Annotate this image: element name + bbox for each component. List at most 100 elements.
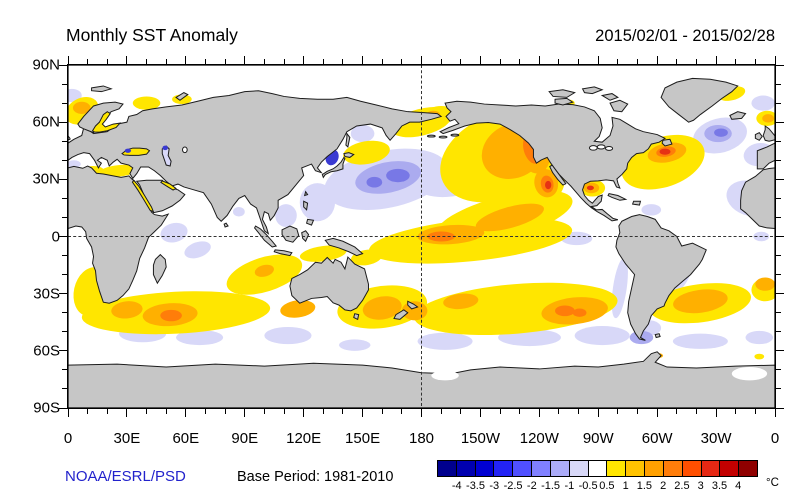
colorbar-boundary-label: 1.5	[636, 480, 653, 492]
ross-sea-notch	[431, 370, 459, 381]
colorbar-boundary-label: 0.5	[599, 480, 615, 492]
lon-major-tick	[185, 56, 187, 64]
colorbar-boundary-label: -1	[564, 480, 575, 492]
lon-axis-label: 120E	[286, 430, 322, 447]
lon-minor-tick	[440, 409, 442, 414]
lon-axis-label: 90W	[582, 430, 614, 447]
red-sea	[132, 180, 153, 211]
lon-major-tick	[303, 409, 305, 417]
lon-major-tick	[421, 409, 422, 417]
lon-major-tick	[774, 56, 776, 64]
lon-axis-label: 0	[770, 430, 780, 447]
lon-major-tick	[244, 409, 246, 417]
colorbar-boundary-label: 4	[735, 480, 742, 492]
lon-minor-tick	[519, 409, 521, 414]
lon-minor-tick	[754, 409, 756, 414]
island-sakhalin	[346, 134, 350, 147]
lon-minor-tick	[637, 409, 639, 414]
aleutian-islet-3	[451, 134, 459, 136]
landmass-africa	[68, 166, 168, 303]
lon-axis-label: 150W	[460, 430, 500, 447]
lon-minor-tick	[558, 409, 560, 414]
weddell-sea-notch	[731, 367, 768, 381]
lat-minor-tick	[776, 255, 781, 257]
lat-major-tick	[59, 121, 67, 123]
lat-axis-label: 60S	[33, 342, 60, 360]
arctic-island-1	[549, 90, 575, 98]
inland-seas	[93, 112, 768, 381]
island-hokkaido	[344, 153, 354, 158]
lon-minor-tick	[381, 59, 383, 64]
island-iceland	[730, 112, 746, 120]
lat-major-tick	[776, 350, 784, 352]
credit-label: NOAA/ESRL/PSD	[65, 468, 186, 485]
landmass-north-america	[440, 101, 665, 221]
lon-minor-tick	[676, 59, 678, 64]
lon-major-tick	[656, 409, 658, 417]
lon-minor-tick	[617, 59, 619, 64]
lat-axis-label: 60N	[32, 113, 60, 131]
lon-major-tick	[479, 56, 481, 64]
lon-axis-label: 120W	[519, 430, 559, 447]
lat-minor-tick	[62, 197, 67, 199]
island-baffin	[610, 100, 628, 111]
colorbar-boundary-label: 2	[660, 480, 667, 492]
lon-minor-tick	[695, 59, 697, 64]
date-range-label: 2015/02/01 - 2015/02/28	[595, 27, 775, 45]
island-sumatra	[255, 226, 277, 247]
lon-major-tick	[656, 56, 658, 64]
colorbar-cell	[549, 461, 569, 476]
lon-major-tick	[362, 409, 364, 417]
lat-major-tick	[776, 64, 784, 66]
lon-minor-tick	[322, 409, 324, 414]
lon-major-tick	[303, 56, 305, 64]
colorbar-cell	[719, 461, 739, 476]
lat-minor-tick	[776, 159, 781, 161]
lon-minor-tick	[578, 59, 580, 64]
lon-minor-tick	[283, 59, 285, 64]
lon-major-tick	[715, 56, 717, 64]
lon-minor-tick	[322, 59, 324, 64]
lat-minor-tick	[62, 255, 67, 257]
lon-minor-tick	[440, 59, 442, 64]
lon-minor-tick	[754, 59, 756, 64]
lon-major-tick	[538, 409, 540, 417]
lat-major-tick	[776, 293, 784, 295]
island-taiwan	[305, 192, 308, 196]
lon-minor-tick	[460, 409, 462, 414]
colorbar-cell	[568, 461, 588, 476]
colorbar-cell	[512, 461, 532, 476]
lon-minor-tick	[263, 409, 265, 414]
aleutian-islet-2	[439, 136, 447, 138]
island-java	[274, 250, 292, 256]
colorbar-cell	[438, 461, 456, 476]
lat-minor-tick	[776, 216, 781, 218]
lat-axis-label: 30S	[33, 285, 60, 303]
island-tasmania	[354, 314, 359, 320]
map-plot-area	[67, 64, 776, 409]
landmass-greenland	[661, 78, 738, 122]
lat-major-tick	[59, 64, 67, 66]
colorbar-boundary-label: -3.5	[466, 480, 485, 492]
island-honshu-japan	[322, 157, 345, 177]
lon-minor-tick	[735, 59, 737, 64]
great-lake-1	[589, 146, 597, 151]
lon-minor-tick	[204, 409, 206, 414]
colorbar-cell	[606, 461, 626, 476]
island-hispaniola	[633, 201, 641, 205]
persian-gulf	[161, 181, 176, 190]
lon-axis-label: 180	[408, 430, 435, 447]
colorbar-boundary-label: -3	[489, 480, 500, 492]
island-madagascar	[153, 255, 166, 284]
lon-major-tick	[421, 56, 422, 64]
world-map-svg	[68, 65, 775, 408]
lon-minor-tick	[460, 59, 462, 64]
colorbar-unit-label: °C	[766, 477, 779, 489]
lat-axis-label: 30N	[32, 170, 60, 188]
lat-major-tick	[776, 407, 784, 409]
lon-minor-tick	[106, 409, 108, 414]
island-svalbard	[92, 86, 112, 92]
lat-minor-tick	[776, 197, 781, 199]
lon-minor-tick	[401, 59, 403, 64]
island-luzon	[304, 201, 308, 210]
